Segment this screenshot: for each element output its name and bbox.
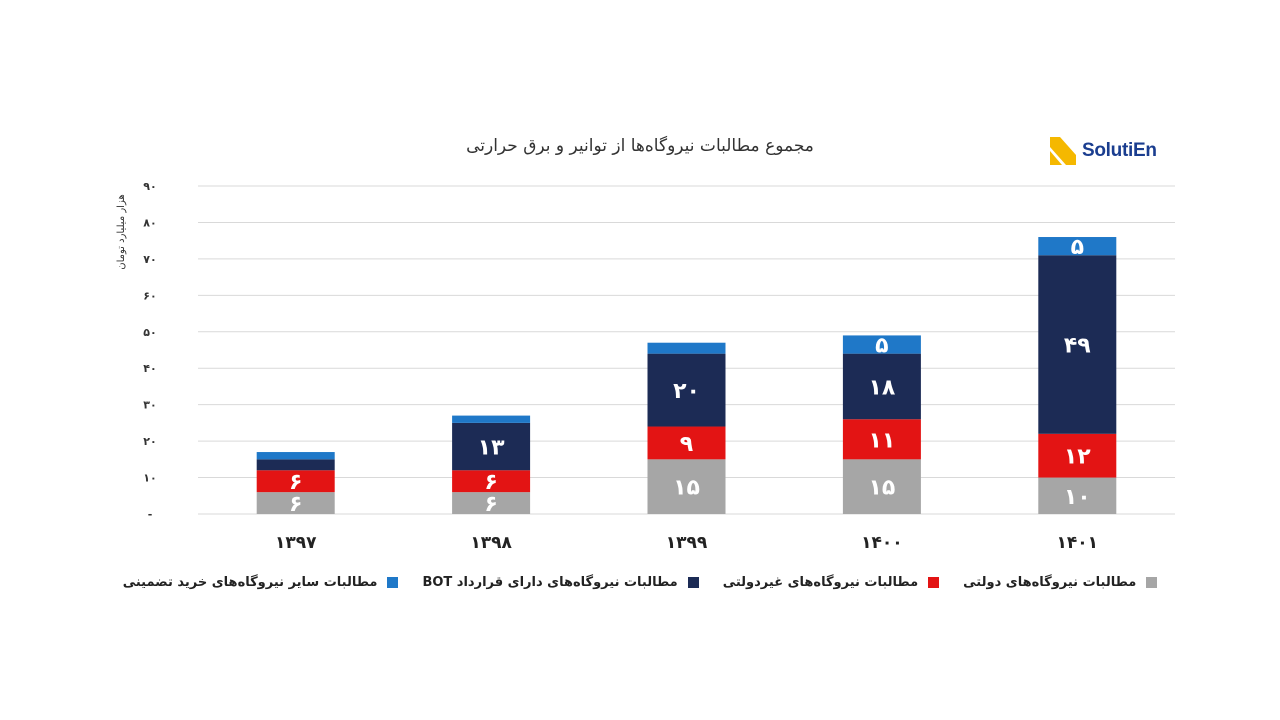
data-label: ۱۳: [478, 436, 505, 461]
data-label: ۱۰: [1064, 485, 1091, 510]
y-tick-label: ۱۰: [143, 472, 156, 485]
data-label: ۱۱: [868, 428, 895, 453]
legend-label: مطالبات نیروگاه‌های دولتی: [963, 575, 1137, 590]
bar-segment: [452, 422, 531, 471]
bar-segment: [256, 470, 335, 493]
bar-segment: [647, 459, 726, 514]
data-label: ۶: [484, 470, 497, 495]
data-label: ۱۵: [868, 476, 895, 501]
y-axis: - ۱۰ ۲۰ ۳۰ ۴۰ ۵۰ ۶۰ ۷۰ ۸۰ ۹۰: [143, 180, 156, 521]
bar-segment: [842, 419, 921, 460]
x-tick-label: ۱۳۹۷: [275, 533, 317, 553]
x-tick-label: ۱۴۰۰: [861, 533, 903, 553]
bars: [256, 237, 1117, 514]
bar-segment: [1038, 237, 1117, 256]
y-tick-label: -: [148, 508, 153, 521]
x-tick-label: ۱۴۰۱: [1057, 533, 1099, 553]
y-tick-label: ۵۰: [143, 326, 156, 339]
data-label: ۱۵: [673, 476, 700, 501]
data-label: ۵: [1071, 235, 1084, 260]
y-tick-label: ۶۰: [143, 289, 156, 302]
bar-segment: [1038, 255, 1117, 434]
bar-segment: [256, 492, 335, 514]
data-label: ۲۰: [673, 379, 700, 404]
logo: SolutiEn: [1050, 137, 1157, 165]
bar-segment: [647, 353, 726, 427]
legend-item: مطالبات نیروگاه‌های غیردولتی: [722, 575, 940, 590]
y-tick-label: ۳۰: [143, 399, 156, 412]
legend-item: مطالبات نیروگاه‌های دارای قرارداد BOT: [422, 575, 699, 590]
logo-mark-icon: [1050, 137, 1076, 165]
x-tick-label: ۱۳۹۸: [470, 533, 512, 553]
data-label: ۱۲: [1064, 445, 1091, 470]
legend-item: مطالبات نیروگاه‌های دولتی: [963, 575, 1158, 590]
y-tick-label: ۸۰: [143, 216, 156, 229]
logo-text: SolutiEn: [1082, 140, 1157, 161]
bar-segment: [256, 459, 335, 471]
data-label: ۹: [680, 432, 693, 457]
bar-segment: [452, 492, 531, 514]
y-tick-label: ۹۰: [143, 180, 156, 193]
bar-segment: [647, 342, 726, 354]
bar-segment: [452, 415, 531, 423]
bar-segment: [842, 353, 921, 420]
legend-swatch: [928, 577, 940, 588]
bar-segment: [647, 426, 726, 460]
y-tick-label: ۷۰: [143, 253, 156, 266]
y-axis-label: هزار میلیارد تومان: [116, 194, 127, 269]
x-axis: ۱۳۹۷ ۱۳۹۸ ۱۳۹۹ ۱۴۰۰ ۱۴۰۱: [275, 533, 1098, 553]
legend-label: مطالبات نیروگاه‌های دارای قرارداد BOT: [422, 575, 678, 590]
chart-title: مجموع مطالبات نیروگاه‌ها از توانیر و برق…: [466, 135, 814, 156]
bar-segment: [1038, 477, 1117, 514]
legend-label: مطالبات سایر نیروگاه‌های خرید تضمینی: [122, 575, 378, 590]
data-label: ۶: [484, 492, 497, 517]
data-label: ۵: [875, 334, 888, 359]
y-tick-label: ۲۰: [143, 435, 156, 448]
legend-label: مطالبات نیروگاه‌های غیردولتی: [722, 575, 919, 590]
bar-segment: [256, 452, 335, 460]
legend-swatch: [1146, 577, 1158, 588]
bar-segment: [1038, 433, 1117, 478]
data-label: ۶: [289, 470, 302, 495]
data-label: ۶: [289, 492, 302, 517]
bar-segment: [842, 459, 921, 514]
legend-swatch: [687, 577, 699, 588]
data-label: ۱۸: [868, 375, 895, 400]
x-tick-label: ۱۳۹۹: [666, 533, 708, 553]
legend-item: مطالبات سایر نیروگاه‌های خرید تضمینی: [123, 575, 399, 590]
legend-swatch: [387, 577, 399, 588]
y-tick-label: ۴۰: [143, 362, 156, 375]
bar-segment: [452, 470, 531, 493]
bar-segment: [842, 335, 921, 354]
data-label: ۴۹: [1064, 334, 1091, 359]
legend: مطالبات نیروگاه‌های دولتی مطالبات نیروگاه…: [0, 575, 1280, 590]
